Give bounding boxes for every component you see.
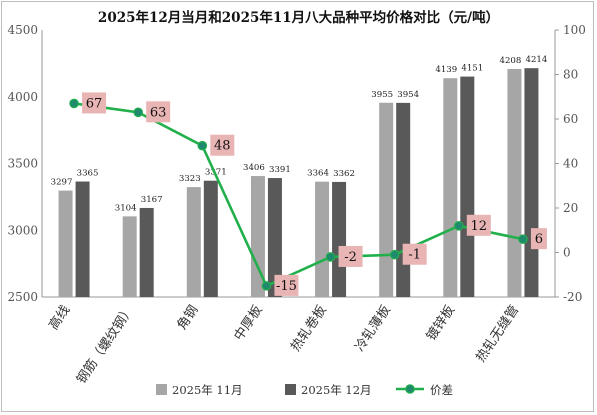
bar [507, 68, 522, 298]
price-diff-point [133, 107, 143, 118]
bar-value-label: 3297 [51, 178, 73, 188]
legend-label: 价差 [430, 383, 453, 397]
price-diff-label-box [274, 274, 299, 296]
category-label: 钢筋（螺纹钢） [73, 302, 137, 386]
legend-swatch [285, 384, 296, 395]
right-tick-label: 20 [563, 201, 578, 215]
left-tick-label: 4500 [7, 23, 38, 37]
legend-label: 2025年 11月 [172, 383, 243, 397]
right-tick-label: 80 [563, 68, 578, 82]
right-tick-label: 100 [563, 23, 586, 37]
left-tick-label: 2500 [7, 290, 38, 304]
category-label: 热轧卷板 [288, 302, 330, 354]
price-diff-point [261, 281, 272, 291]
bar-value-label: 3364 [307, 169, 329, 179]
bar-value-label: 3391 [269, 165, 291, 175]
price-diff-point [69, 98, 79, 109]
bar-value-label: 3104 [115, 203, 137, 213]
category-label: 冷轧薄板 [352, 303, 394, 355]
price-diff-label-box [466, 214, 491, 236]
price-diff-label: -15 [276, 279, 297, 294]
price-diff-label: 67 [86, 96, 103, 111]
price-diff-label-box [402, 243, 427, 265]
price-diff-label: -1 [408, 248, 421, 263]
category-label: 中厚板 [232, 303, 266, 344]
bar [379, 102, 394, 297]
price-diff-label: -2 [344, 250, 357, 265]
price-diff-point [518, 234, 528, 244]
price-diff-label: 48 [214, 139, 231, 154]
left-tick-label: 3500 [7, 157, 38, 171]
bar [460, 76, 475, 298]
right-tick-label: 0 [563, 246, 571, 260]
bar [186, 187, 201, 297]
price-diff-point [197, 140, 208, 151]
price-diff-point [389, 249, 400, 260]
right-tick-label: -20 [563, 290, 582, 304]
price-diff-label-box [338, 245, 363, 267]
legend-swatch [156, 384, 167, 395]
price-diff-label: 6 [535, 232, 543, 247]
price-diff-label-box [82, 92, 107, 114]
bar [75, 181, 90, 297]
price-diff-label-box [146, 101, 171, 123]
legend-label: 2025年 12月 [301, 383, 372, 397]
bar-value-label: 4151 [461, 64, 483, 74]
category-label: 镀锌板 [423, 302, 458, 343]
bar [396, 102, 411, 298]
bar [139, 207, 154, 297]
bar [332, 181, 347, 297]
bar-value-label: 4214 [526, 55, 548, 65]
bar [58, 190, 73, 297]
right-tick-label: 40 [563, 157, 578, 171]
bar-value-label: 3954 [397, 90, 419, 100]
chart-title: 2025年12月当月和2025年11月八大品种平均价格对比（元/吨） [97, 10, 500, 26]
bar-value-label: 3362 [333, 169, 355, 179]
price-diff-label: 12 [471, 219, 488, 234]
bar-value-label: 3167 [141, 195, 163, 205]
bar-value-label: 3365 [77, 169, 99, 179]
bar-value-label: 4139 [435, 65, 457, 75]
bar [315, 181, 330, 297]
category-label: 热轧无缝管 [473, 303, 522, 365]
left-tick-label: 3000 [7, 223, 38, 237]
bar [203, 180, 218, 297]
price-diff-label-box [530, 228, 547, 250]
price-diff-label-box [210, 134, 235, 156]
category-label: 高线 [46, 302, 74, 333]
legend-marker [405, 384, 415, 394]
price-diff-label: 63 [150, 105, 167, 120]
left-tick-label: 4000 [7, 90, 38, 104]
price-diff-point [454, 221, 464, 231]
bar-value-label: 3955 [371, 90, 393, 100]
bar [250, 176, 265, 297]
bar-value-label: 3323 [179, 174, 201, 184]
bar [122, 216, 137, 297]
bar [267, 178, 282, 297]
category-label: 角钢 [175, 303, 202, 333]
right-tick-label: 60 [563, 112, 578, 126]
bar-value-label: 3406 [243, 163, 265, 173]
bar [524, 68, 539, 297]
price-diff-point [325, 252, 336, 262]
bar [443, 78, 458, 297]
bar-value-label: 4208 [500, 56, 522, 66]
